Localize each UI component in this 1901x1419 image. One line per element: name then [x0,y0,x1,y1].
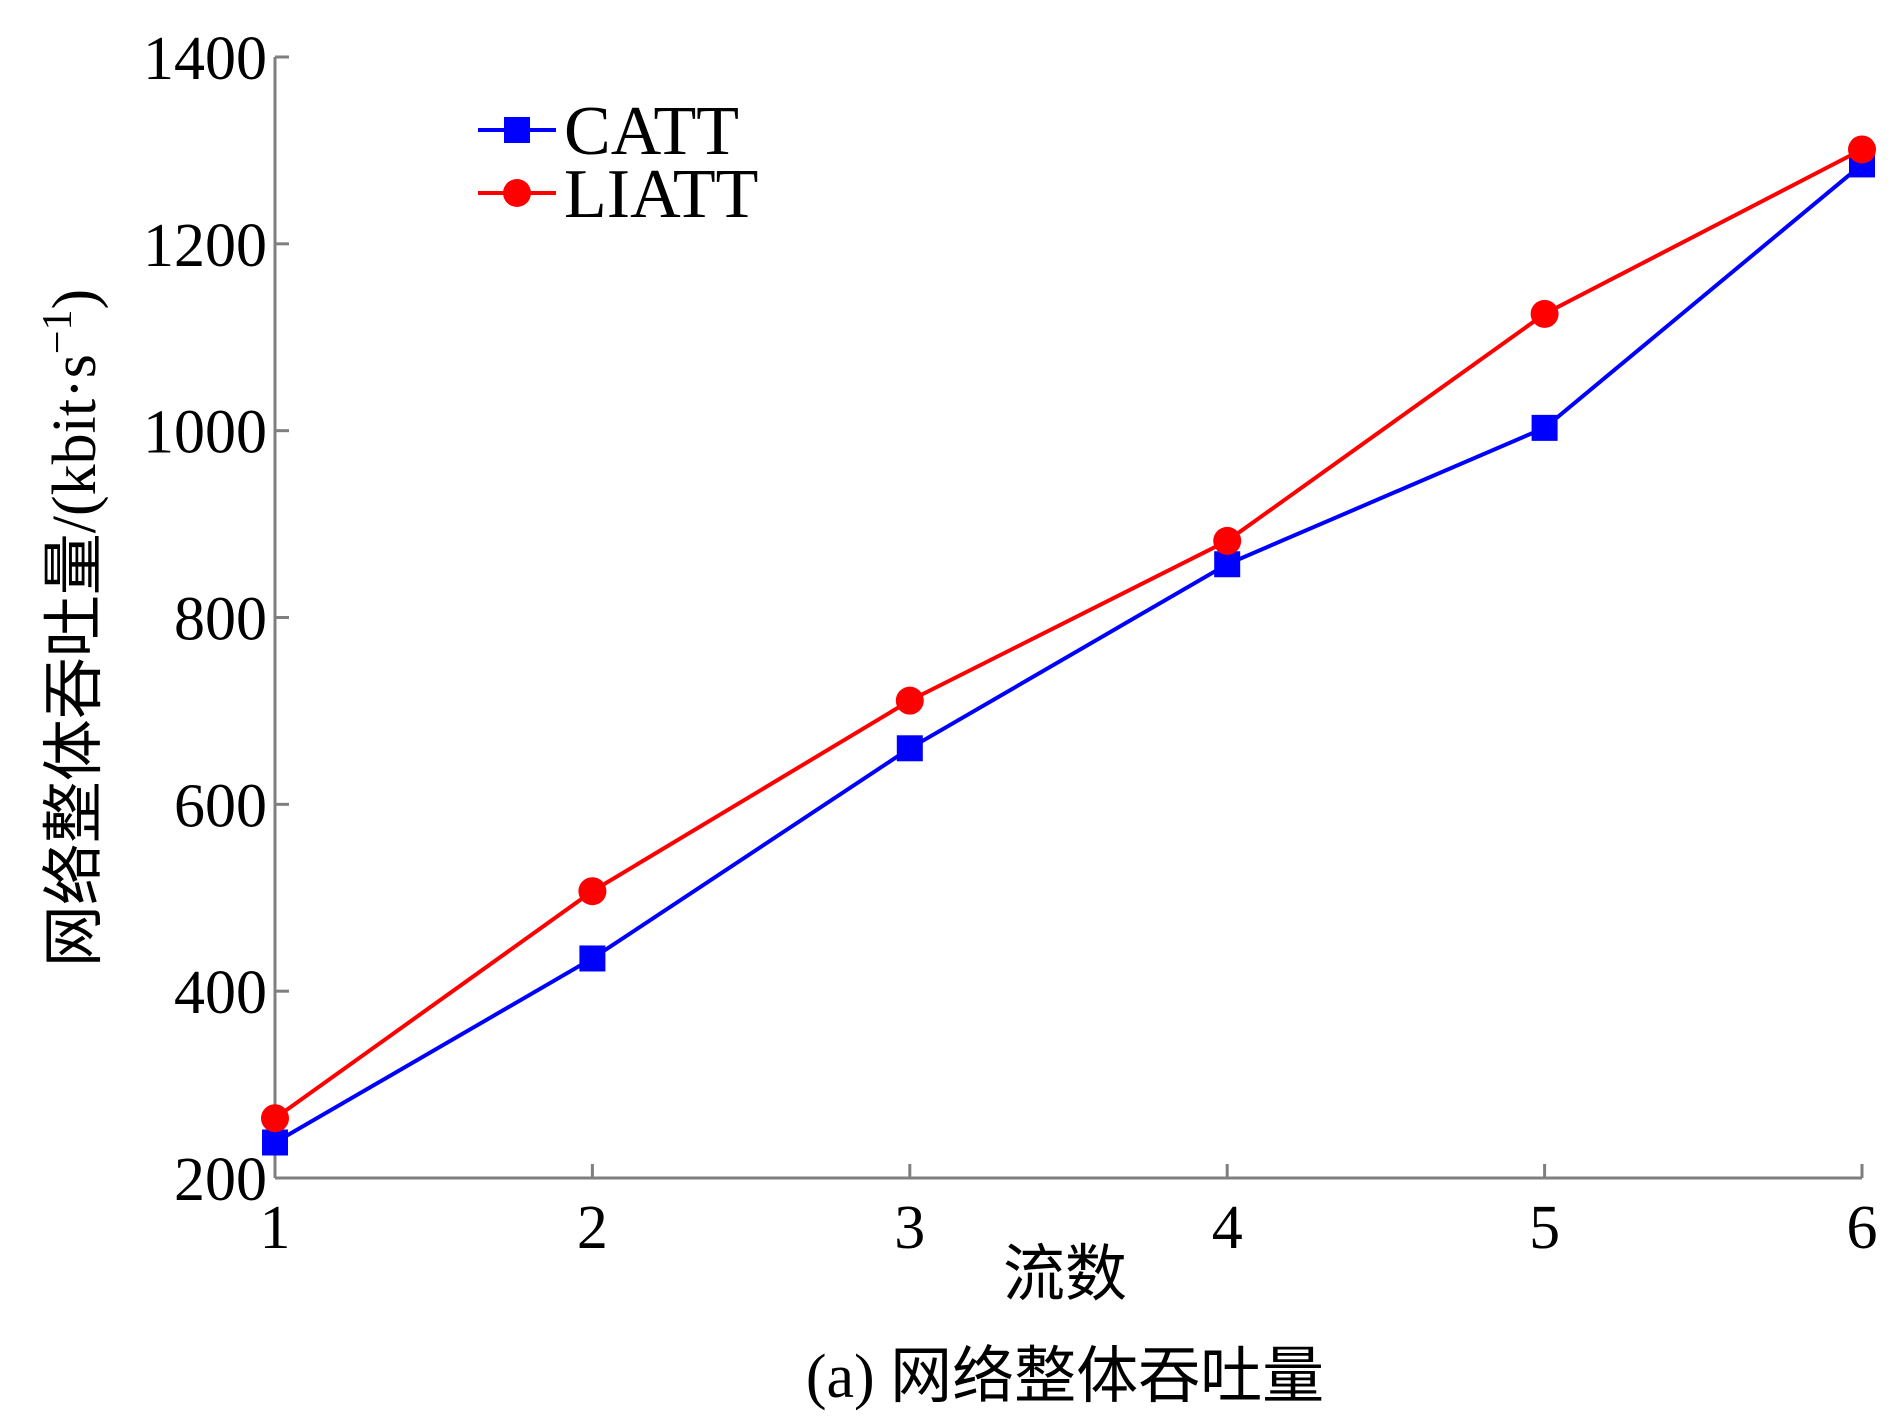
y-axis-label-close: ) [41,289,109,310]
x-tick-label: 3 [894,1194,925,1262]
data-point-catt [262,1129,288,1156]
data-point-liatt [261,1104,289,1133]
y-tick-label: 600 [174,772,267,840]
legend-label-catt: CATT [564,93,739,170]
x-tick-label: 5 [1529,1194,1560,1262]
series-line-catt [273,162,1864,1145]
data-point-catt [1531,414,1558,441]
x-tick-label: 6 [1847,1194,1878,1262]
series-catt [262,151,1875,1156]
data-point-liatt [1530,299,1559,328]
legend-label-liatt: LIATT [564,156,758,233]
series-line-liatt [273,147,1863,1120]
y-tick-label: 400 [174,959,267,1027]
data-point-catt [1214,551,1241,578]
x-tick-label: 1 [260,1194,291,1262]
legend-marker-catt [504,117,530,143]
y-tick-label: 1000 [143,399,267,467]
x-tick-label: 4 [1212,1194,1243,1262]
y-axis-label-main: 网络整体吞吐量/(kbit·s [41,354,109,967]
data-point-liatt [578,877,607,906]
data-point-catt [896,735,923,762]
x-tick-label: 2 [577,1194,608,1262]
y-axis-label-superscript: −1 [35,309,81,354]
legend-marker-liatt [503,179,531,207]
data-point-catt [579,945,606,972]
series-layer [261,135,1876,1156]
axes: 200 400 600 800 1000 1200 1400 1 2 3 4 5 6 [143,25,1878,1262]
y-tick-label: 1200 [143,212,267,280]
data-point-liatt [1213,526,1242,555]
chart-caption: (a) 网络整体吞吐量 [806,1343,1324,1411]
y-axis-label: 网络整体吞吐量/(kbit·s−1) [35,289,109,967]
data-point-liatt [895,686,924,715]
y-tick-label: 800 [174,586,267,654]
y-tick-label: 200 [174,1146,267,1214]
y-tick-label: 1400 [143,25,267,93]
series-liatt [261,135,1876,1133]
data-point-liatt [1848,135,1876,164]
x-axis-label: 流数 [1003,1241,1127,1309]
